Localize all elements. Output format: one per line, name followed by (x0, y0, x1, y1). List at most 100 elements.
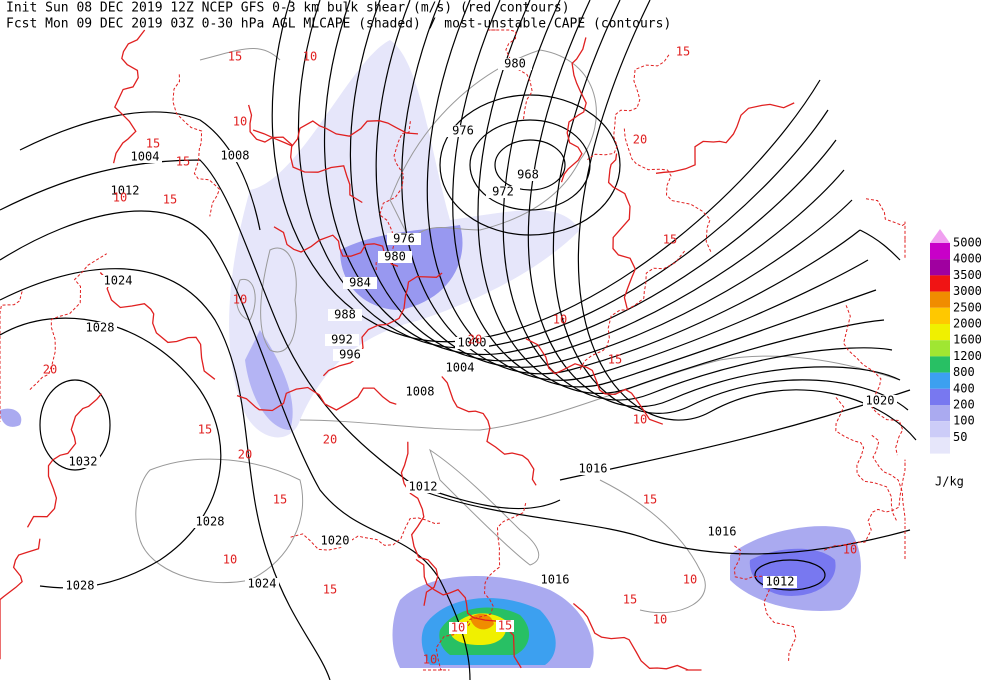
shear-contour (322, 272, 443, 377)
label-bg (108, 185, 142, 197)
shear-contour (572, 603, 702, 671)
shear-label: 10 (223, 553, 237, 567)
shear-contour (236, 386, 397, 412)
isobar-label: 976 (452, 124, 474, 138)
isobar-label: 1032 (69, 455, 98, 469)
colorbar-box (930, 421, 950, 438)
header-line: Fcst Mon 09 DEC 2019 03Z 0-30 hPa AGL ML… (6, 17, 671, 32)
label-bg (343, 277, 377, 289)
label-bg (325, 334, 359, 346)
colorbar-label: 2500 (953, 300, 982, 314)
shear-contour (865, 198, 906, 259)
shear-contour (607, 153, 637, 309)
shear-contour (441, 376, 537, 486)
shear-contour (26, 393, 102, 528)
label-bg (498, 58, 532, 70)
label-bg (193, 516, 227, 528)
shear-label: 15 (198, 423, 212, 437)
label-bg (128, 151, 162, 163)
shear-label: 20 (468, 333, 482, 347)
isobar-label: 1024 (104, 274, 133, 288)
shear-label: 10 (303, 50, 317, 64)
cape-label: 15 (498, 619, 512, 633)
shear-contour (273, 226, 399, 267)
shear-label: 10 (233, 115, 247, 129)
label-bg (511, 169, 545, 181)
shear-contour (623, 128, 712, 252)
label-bg (443, 362, 477, 374)
label-bg (333, 349, 367, 361)
label-bg (763, 576, 797, 588)
shear-contour (415, 558, 522, 669)
colorbar-label: 3000 (953, 284, 982, 298)
shear-label: 10 (683, 573, 697, 587)
shear-label: 10 (553, 313, 567, 327)
shear-label: 15 (323, 583, 337, 597)
label-bg (318, 535, 352, 547)
shear-label: 10 (423, 653, 437, 667)
shear-contour (247, 104, 363, 204)
shear-label: 10 (633, 413, 647, 427)
isobar (527, 0, 901, 408)
isobar-label: 1024 (248, 577, 277, 591)
coastlines (135, 47, 901, 614)
colorbar-box (930, 307, 950, 324)
shear-contour (733, 545, 797, 663)
shear-label: 15 (176, 155, 190, 169)
isobar-label: 1004 (446, 361, 475, 375)
label-bg (328, 309, 362, 321)
shear-contour (0, 538, 41, 660)
isobar (349, 0, 845, 362)
shear-contour (99, 272, 216, 380)
isobar-label: 1004 (131, 150, 160, 164)
isobar-label: 976 (393, 232, 415, 246)
shear-contour (655, 102, 795, 174)
isobar (577, 0, 917, 441)
colorbar-label: 800 (953, 365, 975, 379)
shear-label: 20 (633, 133, 647, 147)
colorbar-unit: J/kg (935, 475, 964, 489)
isobar-label: 1008 (221, 149, 250, 163)
isobar-label: 1020 (321, 534, 350, 548)
contour-lines (0, 0, 917, 680)
legend: 5000 4000 3500 3000 2500 2000 1600 1200 800 400 20… (930, 229, 982, 489)
isobar-label: 1016 (579, 462, 608, 476)
shear-contour (460, 502, 527, 632)
isobar-label: 1016 (708, 525, 737, 539)
label-bg (538, 574, 572, 586)
shear-label: 20 (43, 363, 57, 377)
label-bg (83, 322, 117, 334)
colorbar-label: 4000 (953, 252, 982, 266)
shear-contour (172, 74, 221, 217)
shear-contour (29, 253, 107, 390)
isobar (553, 0, 909, 414)
shear-contour (112, 29, 146, 164)
shear-label: 20 (323, 433, 337, 447)
isobar-label: 1028 (86, 321, 115, 335)
colorbar-box (930, 324, 950, 341)
isobar-label: 980 (384, 250, 406, 264)
cape-label: 10 (451, 621, 465, 635)
isobar-label: 1012 (409, 480, 438, 494)
colorbar-label: 1600 (953, 333, 982, 347)
colorbar-box (930, 259, 950, 276)
isobar-label: 968 (517, 168, 539, 182)
cape-shading (0, 40, 861, 668)
isobar-label: 992 (331, 333, 353, 347)
label-bg (576, 463, 610, 475)
isobar (375, 0, 853, 368)
shear-label: 15 (228, 50, 242, 64)
label-bg (378, 251, 412, 263)
label-bg (705, 526, 739, 538)
shear-label: 15 (623, 593, 637, 607)
label-bg (455, 337, 489, 349)
colorbar-box (930, 340, 950, 357)
label-bg (101, 275, 135, 287)
shear-contour (422, 623, 471, 671)
isobar (401, 0, 861, 375)
shear-contour (252, 120, 419, 147)
label-bg (406, 481, 440, 493)
colorbar-cap (930, 229, 950, 243)
label-bg (863, 395, 897, 407)
label-bg (218, 150, 252, 162)
